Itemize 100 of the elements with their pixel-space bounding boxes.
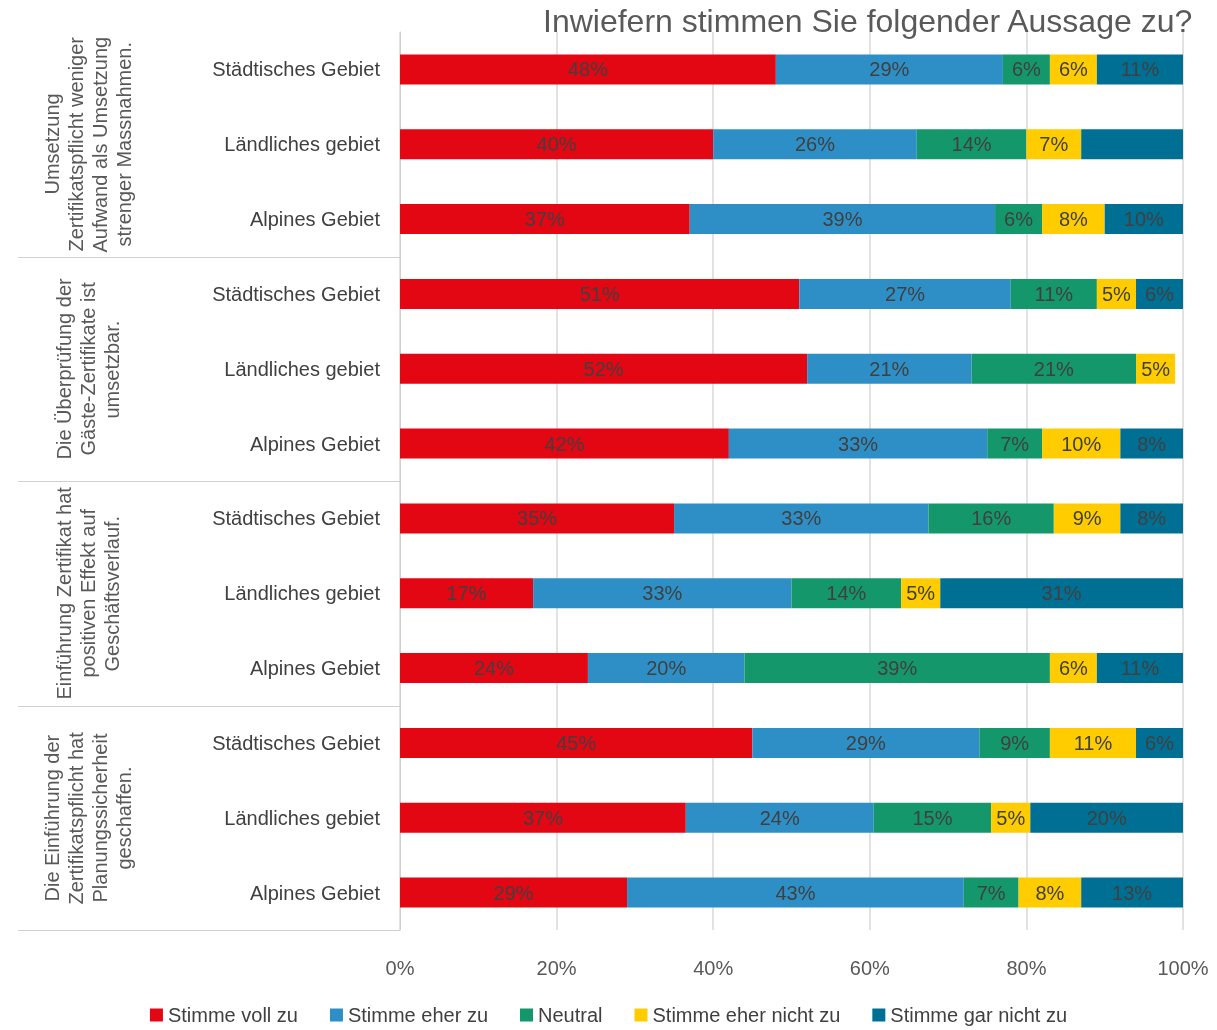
- bar: [799, 278, 1011, 309]
- data-label: 24%: [759, 806, 800, 829]
- x-tick-label: 20%: [536, 957, 577, 979]
- data-label: 8%: [1058, 208, 1089, 231]
- data-label: 5%: [906, 582, 936, 605]
- bar: [807, 353, 972, 384]
- data-label: 9%: [1000, 731, 1030, 754]
- bar: [400, 877, 628, 908]
- data-label: 33%: [838, 432, 879, 455]
- bar: [1081, 877, 1183, 908]
- data-label: 45%: [556, 731, 597, 754]
- y-tick-label: Ländliches gebiet: [224, 133, 381, 156]
- bar: [400, 54, 776, 85]
- data-label: 39%: [822, 208, 863, 231]
- bar: [873, 802, 992, 833]
- data-label: 9%: [1072, 507, 1102, 530]
- text: Die Einführung der Zertifikatspflicht hat Planungssicherheit geschaffen.: [40, 730, 136, 906]
- data-label: 21%: [869, 357, 910, 380]
- bar: [940, 578, 1183, 609]
- bar: [916, 129, 1027, 160]
- data-label: 7%: [1039, 133, 1069, 156]
- data-label: 11%: [1120, 58, 1160, 81]
- bar: [400, 278, 800, 309]
- data-label: 17%: [446, 582, 487, 605]
- text: Die Überprüfung der Gäste-Zertifikate ist umsetzbar.: [52, 277, 124, 462]
- data-label: 8%: [1137, 507, 1167, 530]
- data-label: 48%: [567, 58, 609, 81]
- data-label: 10%: [1123, 208, 1165, 231]
- y-tick-label: Städtisches Gebiet: [212, 507, 381, 530]
- data-label: 6%: [1058, 657, 1089, 680]
- bar: [533, 578, 792, 609]
- data-label: 52%: [583, 357, 624, 380]
- y-tick-label: Alpines Gebiet: [249, 432, 381, 455]
- y-tick-label: Ländliches gebiet: [224, 582, 381, 605]
- bar: [971, 353, 1137, 384]
- bar: [400, 428, 729, 459]
- data-label: 8%: [1035, 881, 1065, 904]
- data-label: 11%: [1120, 657, 1160, 680]
- data-label: 5%: [1141, 357, 1171, 380]
- data-label: 37%: [522, 806, 564, 829]
- data-label: 37%: [524, 208, 566, 231]
- data-label: 11%: [1034, 282, 1074, 305]
- text: Einführung Zertifikat hat positiven Effekt auf Geschäftsverlauf.: [52, 486, 124, 702]
- data-label: 39%: [877, 657, 918, 680]
- y-tick-label: Ländliches gebiet: [224, 357, 381, 380]
- bar: [627, 877, 964, 908]
- data-label: 29%: [869, 58, 910, 81]
- data-label: 20%: [646, 657, 687, 680]
- data-label: 42%: [544, 432, 585, 455]
- bar: [752, 727, 980, 758]
- bar: [400, 503, 675, 534]
- bar: [1096, 54, 1183, 85]
- bar: [979, 727, 1050, 758]
- legend-label: Stimme voll zu: [167, 1004, 298, 1026]
- data-label: 11%: [1073, 731, 1113, 754]
- data-label: 14%: [826, 582, 867, 605]
- bar: [713, 129, 917, 160]
- data-label: 10%: [1061, 432, 1102, 455]
- bar: [685, 802, 874, 833]
- bar: [400, 204, 690, 235]
- bar: [1081, 129, 1183, 160]
- bar: [928, 503, 1054, 534]
- bar: [400, 802, 686, 833]
- data-label: 21%: [1033, 357, 1075, 380]
- y-tick-label: Alpines Gebiet: [249, 881, 381, 904]
- x-tick-label: 80%: [1006, 957, 1047, 979]
- data-label: 6%: [1011, 58, 1042, 81]
- data-label: 51%: [579, 282, 620, 305]
- data-label: 5%: [996, 806, 1026, 829]
- data-label: 16%: [971, 507, 1012, 530]
- data-label: 33%: [642, 582, 683, 605]
- data-label: 27%: [885, 282, 926, 305]
- legend-label: Stimme gar nicht zu: [890, 1004, 1068, 1026]
- x-tick-label: 60%: [849, 957, 891, 979]
- bar: [400, 353, 808, 384]
- data-label: 6%: [1145, 731, 1175, 754]
- data-label: 7%: [1000, 432, 1030, 455]
- data-label: 31%: [1041, 582, 1082, 605]
- data-label: 26%: [794, 133, 836, 156]
- bar: [1049, 727, 1137, 758]
- x-tick-label: 100%: [1157, 957, 1209, 979]
- y-tick-label: Städtisches Gebiet: [212, 58, 381, 81]
- data-label: 5%: [1101, 282, 1132, 305]
- data-label: 15%: [912, 806, 953, 829]
- bar: [400, 129, 714, 160]
- legend-label: Stimme eher zu: [347, 1004, 489, 1026]
- data-label: 43%: [775, 881, 816, 904]
- data-label: 24%: [473, 657, 515, 680]
- data-label: 29%: [845, 731, 887, 754]
- bar: [728, 428, 988, 459]
- bar: [587, 653, 745, 684]
- y-tick-label: Ländliches gebiet: [224, 806, 381, 829]
- data-label: 29%: [493, 881, 534, 904]
- y-tick-label: Alpines Gebiet: [249, 208, 381, 231]
- bar: [689, 204, 996, 235]
- y-tick-label: Städtisches Gebiet: [212, 282, 381, 305]
- bar: [400, 727, 753, 758]
- data-label: 7%: [976, 881, 1006, 904]
- y-tick-label: Städtisches Gebiet: [212, 731, 381, 754]
- bar: [1030, 802, 1183, 833]
